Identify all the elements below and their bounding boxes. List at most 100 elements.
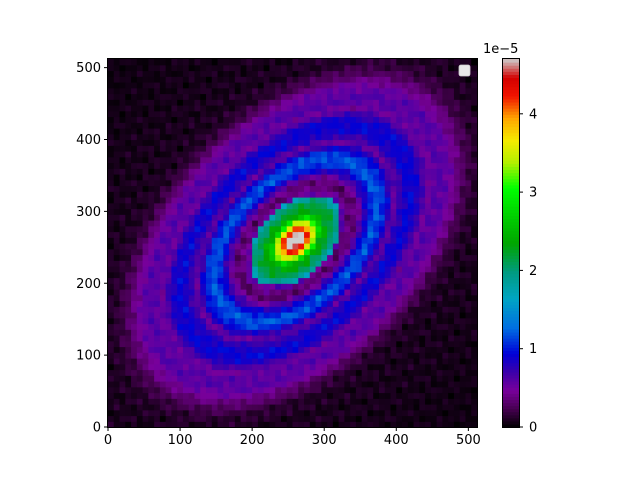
heatmap-cell	[142, 266, 149, 273]
heatmap-cell	[407, 208, 415, 215]
heatmap-cell	[298, 271, 305, 279]
heatmap-cell	[177, 128, 184, 135]
heatmap-cell	[286, 64, 294, 72]
heatmap-cell	[436, 64, 444, 72]
heatmap-cell	[211, 231, 219, 238]
heatmap-cell	[125, 110, 132, 118]
heatmap-cell	[350, 283, 357, 290]
heatmap-cell	[384, 139, 392, 146]
heatmap-cell	[304, 214, 311, 221]
heatmap-cell	[453, 151, 461, 158]
heatmap-cell	[378, 202, 386, 210]
heatmap-cell	[194, 191, 201, 198]
heatmap-cell	[384, 231, 392, 238]
heatmap-cell	[390, 128, 397, 135]
heatmap-cell	[131, 317, 138, 325]
heatmap-cell	[396, 300, 403, 307]
heatmap-cell	[113, 237, 121, 244]
heatmap-cell	[136, 99, 144, 106]
heatmap-cell	[159, 381, 167, 388]
heatmap-cell	[240, 352, 247, 359]
y-tick-label: 400	[76, 133, 101, 148]
heatmap-cell	[465, 283, 472, 290]
heatmap-cell	[211, 306, 219, 313]
heatmap-cell	[367, 128, 374, 135]
heatmap-cell	[280, 277, 288, 284]
heatmap-cell	[471, 70, 478, 77]
colorbar-strip	[503, 120, 519, 124]
heatmap-cell	[321, 87, 328, 95]
heatmap-cell	[367, 179, 374, 187]
heatmap-cell	[131, 105, 138, 112]
heatmap-cell	[159, 156, 167, 164]
heatmap-cell	[217, 87, 224, 95]
heatmap-cell	[142, 329, 149, 336]
heatmap-cell	[125, 323, 132, 330]
colorbar-strip	[503, 310, 519, 315]
heatmap-cell	[361, 289, 369, 296]
heatmap-cell	[361, 294, 369, 302]
heatmap-cell	[125, 271, 132, 279]
heatmap-cell	[390, 312, 397, 319]
heatmap-cell	[396, 329, 403, 336]
heatmap-cell	[125, 128, 132, 135]
heatmap-cell	[332, 294, 340, 302]
heatmap-cell	[206, 139, 213, 146]
heatmap-cell	[182, 363, 190, 371]
heatmap-cell	[309, 352, 317, 359]
colorbar-strip	[503, 295, 519, 299]
heatmap-cell	[459, 358, 467, 365]
heatmap-cell	[119, 174, 126, 181]
heatmap-cell	[263, 409, 271, 417]
heatmap-cell	[413, 220, 420, 227]
heatmap-cell	[292, 162, 299, 169]
heatmap-cell	[321, 202, 328, 210]
heatmap-cell	[159, 237, 167, 244]
heatmap-cell	[269, 375, 276, 382]
colorbar-strip	[503, 215, 519, 220]
heatmap-cell	[223, 231, 230, 238]
heatmap-cell	[355, 82, 363, 89]
heatmap-cell	[361, 145, 369, 152]
heatmap-cell	[338, 312, 345, 319]
heatmap-cell	[407, 76, 415, 83]
heatmap-cell	[119, 363, 126, 371]
heatmap-cell	[119, 87, 126, 95]
heatmap-cell	[136, 145, 144, 152]
heatmap-cell	[125, 231, 132, 238]
heatmap-cell	[344, 381, 351, 388]
heatmap-cell	[188, 306, 196, 313]
heatmap-cell	[177, 294, 184, 302]
colorbar-strip	[503, 197, 519, 201]
heatmap-cell	[223, 369, 230, 376]
colorbar-strip	[503, 371, 519, 376]
heatmap-cell	[194, 76, 201, 83]
heatmap-cell	[344, 116, 351, 123]
heatmap-cell	[350, 59, 357, 66]
heatmap-cell	[142, 128, 149, 135]
heatmap-cell	[425, 386, 432, 394]
heatmap-cell	[350, 266, 357, 273]
heatmap-cell	[280, 225, 288, 233]
heatmap-cell	[332, 409, 340, 417]
heatmap-cell	[148, 271, 155, 279]
heatmap-cell	[182, 70, 190, 77]
heatmap-cell	[252, 174, 259, 181]
heatmap-cell	[252, 375, 259, 382]
heatmap-cell	[252, 409, 259, 417]
heatmap-cell	[108, 352, 115, 359]
heatmap-cell	[350, 398, 357, 405]
heatmap-cell	[338, 346, 345, 353]
heatmap-cell	[263, 283, 271, 290]
heatmap-cell	[332, 300, 340, 307]
heatmap-cell	[332, 346, 340, 353]
heatmap-cell	[280, 162, 288, 169]
heatmap-cell	[430, 289, 438, 296]
heatmap-cell	[465, 329, 472, 336]
colorbar-tick-label: 1	[529, 342, 537, 357]
heatmap-cell	[269, 306, 276, 313]
heatmap-cell	[200, 294, 207, 302]
heatmap-cell	[188, 386, 196, 394]
heatmap-cell	[269, 317, 276, 325]
heatmap-cell	[211, 312, 219, 319]
